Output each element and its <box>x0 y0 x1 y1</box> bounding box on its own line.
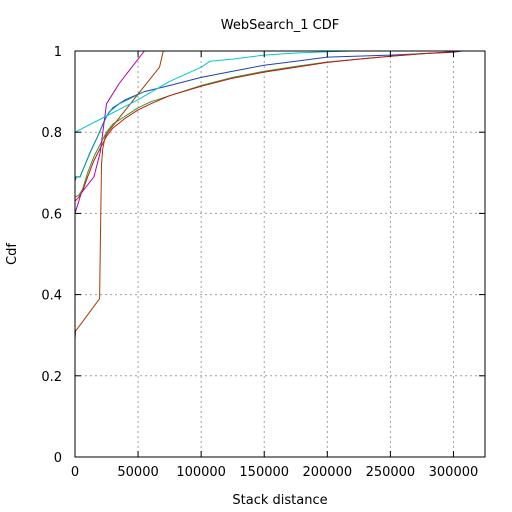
y-tick-label: 0.2 <box>41 370 62 385</box>
grid <box>75 51 485 457</box>
x-tick-label: 150000 <box>239 465 289 480</box>
x-tick-label: 250000 <box>366 465 416 480</box>
x-tick-label: 50000 <box>117 465 158 480</box>
series-lines <box>74 50 463 340</box>
x-tick-label: 0 <box>71 465 79 480</box>
y-axis-label: Cdf <box>5 243 20 265</box>
y-tick-label: 0 <box>54 451 62 466</box>
y-tick-label: 0.8 <box>41 126 62 141</box>
series-line <box>74 50 145 214</box>
y-tick-label: 1 <box>54 45 62 60</box>
series-line <box>74 50 460 198</box>
series-line <box>74 50 164 340</box>
series-line <box>74 50 460 202</box>
chart-title: WebSearch_1 CDF <box>221 18 339 33</box>
series-line <box>75 91 145 178</box>
x-tick-label: 300000 <box>429 465 479 480</box>
y-tick-label: 0.4 <box>41 289 62 304</box>
axis-ticks: 0 50000 100000 150000 200000 250000 300000 0 0.2… <box>41 45 485 480</box>
x-tick-label: 100000 <box>176 465 226 480</box>
y-tick-label: 0.6 <box>41 207 62 222</box>
series-line <box>74 50 353 133</box>
plot-frame <box>74 50 486 458</box>
x-axis-label: Stack distance <box>232 493 327 508</box>
x-tick-label: 200000 <box>302 465 352 480</box>
